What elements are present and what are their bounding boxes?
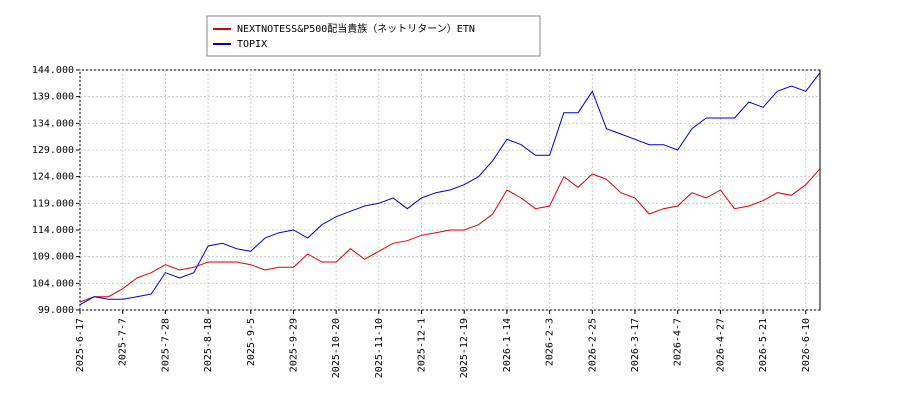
x-tick-label: 2026-3-17 <box>630 318 641 372</box>
x-tick-label: 2025-12-1 <box>417 318 428 372</box>
y-tick-label: 124.000 <box>32 172 74 183</box>
x-tick-label: 2025-11-10 <box>374 318 385 378</box>
x-tick-label: 2025-9-5 <box>246 318 257 366</box>
x-tick-label: 2026-1-14 <box>502 318 513 372</box>
x-tick-label: 2025-7-7 <box>118 318 129 366</box>
y-tick-label: 134.000 <box>32 118 74 129</box>
x-tick-label: 2025-12-19 <box>459 318 470 378</box>
x-tick-label: 2026-5-21 <box>758 318 769 372</box>
x-tick-label: 2026-2-3 <box>545 318 556 366</box>
y-tick-label: 119.000 <box>32 198 74 209</box>
x-tick-label: 2026-2-25 <box>587 318 598 372</box>
x-tick-label: 2025-8-18 <box>203 318 214 372</box>
y-tick-label: 144.000 <box>32 65 74 76</box>
x-tick-label: 2025-6-17 <box>75 318 86 372</box>
x-tick-label: 2025-10-20 <box>331 318 342 378</box>
y-tick-label: 129.000 <box>32 145 74 156</box>
x-tick-label: 2026-6-10 <box>801 318 812 372</box>
y-tick-label: 139.000 <box>32 92 74 103</box>
y-tick-label: 109.000 <box>32 252 74 263</box>
x-tick-label: 2025-7-28 <box>160 318 171 372</box>
y-tick-label: 114.000 <box>32 225 74 236</box>
legend <box>206 15 541 57</box>
y-tick-label: 99.000 <box>38 305 74 316</box>
y-tick-label: 104.000 <box>32 278 74 289</box>
series-line <box>79 72 821 306</box>
x-tick-label: 2026-4-7 <box>673 318 684 366</box>
legend-label: TOPIX <box>237 39 267 50</box>
legend-label: NEXTNOTESS&P500配当貴族（ネットリターン）ETN <box>237 22 475 35</box>
series-line <box>79 168 821 303</box>
x-tick-label: 2025-9-29 <box>288 318 299 372</box>
x-tick-label: 2026-4-27 <box>715 318 726 372</box>
